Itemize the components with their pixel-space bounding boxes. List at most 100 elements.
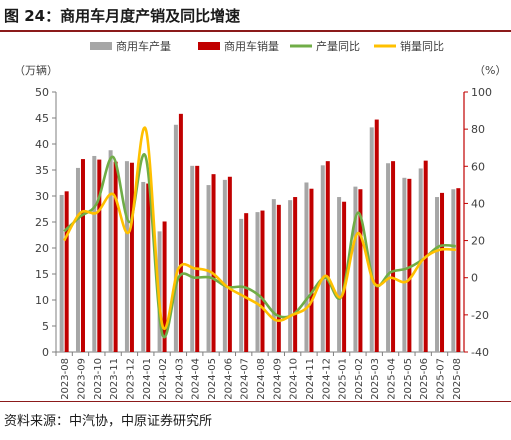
- left-tick-label: 5: [42, 320, 49, 333]
- x-tick-label: 2025-04: [387, 358, 398, 400]
- figure-title: 图 24：商用车月度产销及同比增速: [4, 7, 241, 25]
- bar-production: [337, 197, 342, 352]
- x-tick-label: 2024-02: [158, 358, 169, 400]
- right-axis-unit: （%）: [474, 64, 506, 77]
- bar-production: [288, 200, 293, 352]
- x-tick-label: 2024-01: [142, 358, 153, 400]
- bar-production: [369, 127, 374, 352]
- bar-sales: [391, 161, 396, 352]
- bar-production: [222, 179, 227, 352]
- bar-production: [320, 165, 325, 352]
- legend-swatch-0: [90, 42, 112, 50]
- legend-label-1: 商用车销量: [224, 39, 279, 53]
- bar-production: [206, 185, 211, 352]
- bar-sales: [80, 159, 85, 352]
- bar-sales: [293, 197, 298, 352]
- bar-production: [59, 194, 64, 352]
- bar-sales: [342, 201, 347, 352]
- bar-production: [124, 161, 129, 352]
- bar-sales: [276, 204, 281, 352]
- x-tick-label: 2023-08: [60, 358, 71, 400]
- x-tick-label: 2025-07: [436, 358, 447, 400]
- bar-production: [304, 182, 309, 352]
- right-tick-label: 100: [471, 86, 492, 99]
- x-tick-label: 2024-10: [289, 358, 300, 400]
- x-tick-label: 2024-08: [256, 358, 267, 400]
- bar-sales: [244, 213, 249, 352]
- bar-sales: [227, 176, 232, 352]
- bar-sales: [358, 189, 363, 352]
- bar-sales: [129, 162, 134, 352]
- left-tick-label: 25: [35, 216, 49, 229]
- left-axis-unit: （万辆）: [14, 63, 58, 77]
- bar-sales: [211, 174, 216, 352]
- right-tick-label: 40: [471, 197, 485, 210]
- legend-label-2: 产量同比: [316, 39, 360, 53]
- x-tick-label: 2024-09: [272, 358, 283, 400]
- production-yoy-line: [63, 153, 456, 339]
- bar-production: [190, 165, 195, 352]
- bar-production: [255, 212, 260, 352]
- x-tick-label: 2024-05: [207, 358, 218, 400]
- bar-sales: [260, 210, 265, 352]
- legend-swatch-1: [198, 42, 220, 50]
- right-tick-label: 20: [471, 235, 485, 248]
- x-tick-label: 2025-05: [403, 358, 414, 400]
- bar-production: [92, 155, 97, 352]
- left-tick-label: 15: [35, 268, 49, 281]
- x-tick-label: 2024-04: [191, 358, 202, 400]
- legend-label-0: 商用车产量: [116, 39, 171, 53]
- source-divider: [0, 401, 511, 402]
- x-tick-label: 2025-08: [452, 358, 463, 400]
- left-tick-label: 20: [35, 242, 49, 255]
- bar-production: [75, 167, 80, 352]
- right-tick-label: 80: [471, 123, 485, 136]
- left-tick-label: 35: [35, 164, 49, 177]
- bar-sales: [162, 221, 167, 352]
- bar-sales: [456, 188, 461, 352]
- x-tick-label: 2024-07: [240, 358, 251, 400]
- bar-sales: [309, 188, 314, 352]
- left-tick-label: 30: [35, 190, 49, 203]
- x-tick-label: 2024-06: [223, 358, 234, 400]
- bar-production: [451, 189, 456, 352]
- bar-sales: [195, 165, 200, 352]
- combo-chart: 商用车产量 商用车销量 产量同比 销量同比 （万辆） （%） 0 5 10 15 20 25 30…: [14, 39, 506, 400]
- legend-label-3: 销量同比: [400, 39, 444, 53]
- x-tick-label: 2023-11: [109, 358, 120, 400]
- x-tick-label: 2025-02: [354, 358, 365, 400]
- bar-sales: [97, 159, 102, 352]
- bar-sales: [374, 119, 379, 352]
- x-tick-label: 2024-12: [321, 358, 332, 400]
- bar-sales: [440, 192, 445, 352]
- bar-production: [141, 181, 146, 352]
- bar-series: [59, 113, 461, 352]
- right-tick-label: -20: [471, 309, 489, 322]
- bar-sales: [146, 183, 151, 352]
- bar-sales: [325, 161, 330, 352]
- sales-yoy-line: [63, 126, 456, 330]
- source-note: 资料来源：中汽协，中原证券研究所: [4, 414, 213, 429]
- bar-sales: [407, 178, 412, 352]
- x-tick-label: 2024-11: [305, 358, 316, 400]
- x-tick-label: 2025-01: [338, 358, 349, 400]
- bar-sales: [178, 113, 183, 352]
- x-tick-label: 2023-10: [93, 358, 104, 400]
- bar-production: [402, 177, 407, 352]
- axes: 0 5 10 15 20 25 30 35 40 45 50 -40 -20 0 20 40 60 80 100 20…: [35, 86, 492, 400]
- line-series: [63, 126, 456, 339]
- bar-production: [435, 197, 440, 352]
- x-tick-label: 2023-09: [76, 358, 87, 400]
- left-tick-label: 50: [35, 86, 49, 99]
- x-tick-label: 2025-03: [370, 358, 381, 400]
- left-tick-label: 40: [35, 138, 49, 151]
- x-tick-label: 2025-06: [419, 358, 430, 400]
- right-tick-label: -40: [471, 346, 489, 359]
- left-tick-label: 45: [35, 112, 49, 125]
- bar-production: [108, 150, 113, 352]
- title-divider: [0, 30, 511, 32]
- bar-production: [271, 199, 276, 352]
- bar-production: [386, 163, 391, 352]
- right-tick-label: 0: [471, 272, 478, 285]
- bar-sales: [113, 161, 118, 352]
